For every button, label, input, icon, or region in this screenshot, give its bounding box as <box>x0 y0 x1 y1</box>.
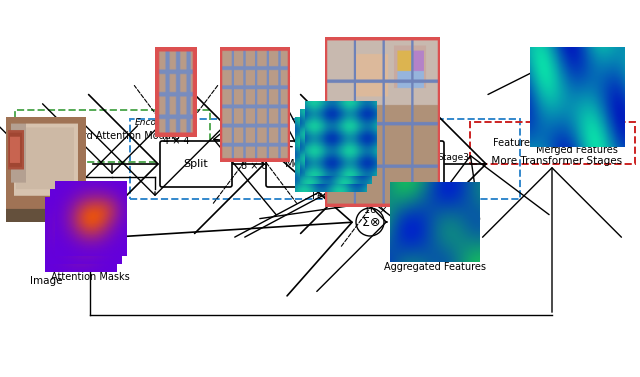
Text: 4 × 4: 4 × 4 <box>163 136 189 146</box>
Text: Merge: Merge <box>285 159 319 169</box>
Text: Image: Image <box>29 276 62 286</box>
Bar <box>15 110 210 162</box>
Text: Encoder: Encoder <box>135 118 172 127</box>
Text: Stage3: Stage3 <box>437 153 469 162</box>
Text: 16 × 16: 16 × 16 <box>364 205 403 215</box>
FancyBboxPatch shape <box>372 141 444 187</box>
Text: Stage1: Stage1 <box>224 153 256 162</box>
Text: ... More Transformer Stages: ... More Transformer Stages <box>478 156 622 166</box>
Text: Feature Merging Module: Feature Merging Module <box>493 138 611 148</box>
Text: Merge: Merge <box>390 159 426 169</box>
Bar <box>130 119 520 199</box>
Text: $\Sigma$: $\Sigma$ <box>362 216 371 228</box>
Text: Attention Masks: Attention Masks <box>51 272 129 282</box>
Text: Feature Maps: Feature Maps <box>312 191 378 201</box>
Text: Split: Split <box>184 159 209 169</box>
Bar <box>470 122 635 164</box>
Text: Aggregated Features: Aggregated Features <box>384 262 486 272</box>
Text: Merged Features: Merged Features <box>536 145 618 155</box>
Text: 8 × 8: 8 × 8 <box>241 161 268 171</box>
FancyBboxPatch shape <box>266 141 338 187</box>
Text: $\otimes$: $\otimes$ <box>369 216 381 228</box>
Text: Stage2: Stage2 <box>331 153 363 162</box>
Text: Backward Attention Module: Backward Attention Module <box>45 131 179 141</box>
FancyBboxPatch shape <box>160 141 232 187</box>
